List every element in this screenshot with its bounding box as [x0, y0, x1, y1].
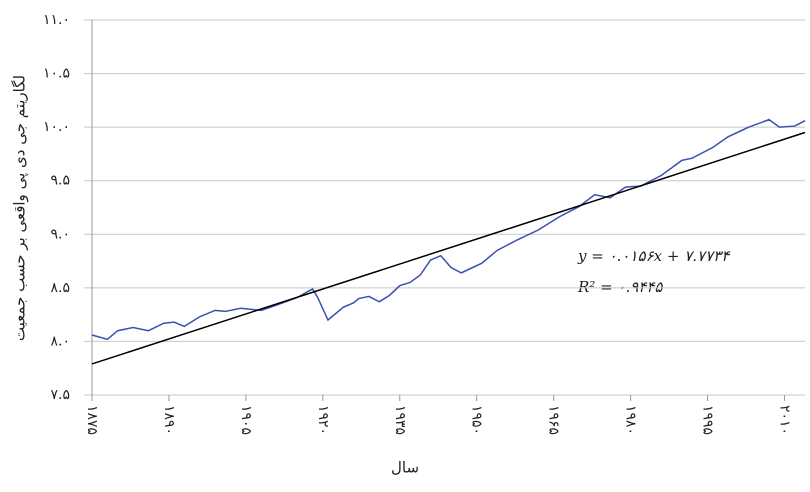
x-tick-label: ۱۸۹۰: [161, 405, 177, 435]
x-tick-label: ۱۹۶۵: [546, 405, 562, 435]
y-tick-label: ۱۰.۰: [43, 119, 70, 135]
y-tick-label: ۹.۵: [51, 173, 71, 189]
x-axis-label: سال: [391, 459, 419, 477]
y-tick-label: ۸.۰: [51, 333, 71, 349]
equation: y = ۰.۰۱۵۶x + ۷.۷۷۳۴: [577, 247, 731, 265]
y-tick-label: ۸.۵: [51, 280, 71, 296]
x-tick-label: ۱۹۹۵: [700, 405, 716, 435]
x-tick-label: ۱۹۸۰: [623, 405, 639, 435]
trend-line: [91, 131, 806, 365]
y-axis-label: لگاریتم جی دی پی واقعی بر حسب جمعیت: [11, 75, 30, 341]
x-tick-label: ۱۹۲۰: [315, 405, 331, 435]
x-tick-label: ۱۹۵۰: [469, 405, 485, 435]
x-tick-label: ۲۰۱۰: [776, 405, 792, 435]
y-tick-label: ۹.۰: [51, 226, 71, 242]
r-squared: R² = ۰.۹۴۴۵: [577, 278, 663, 296]
y-tick-label: ۱۱.۰: [43, 12, 70, 28]
x-tick-label: ۱۹۰۵: [238, 405, 254, 435]
x-tick-label: ۱۸۷۵: [84, 405, 100, 435]
x-tick-label: ۱۹۳۵: [392, 405, 408, 435]
y-tick-label: ۷.۵: [51, 387, 71, 403]
data-line: [91, 118, 806, 341]
y-tick-label: ۱۰.۵: [43, 66, 70, 82]
